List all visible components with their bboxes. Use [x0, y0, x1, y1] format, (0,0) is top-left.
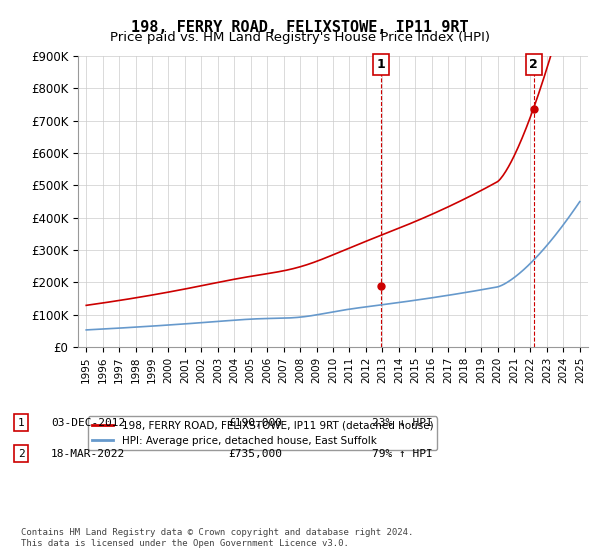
- Text: 1: 1: [377, 58, 385, 71]
- Text: 18-MAR-2022: 18-MAR-2022: [51, 449, 125, 459]
- Legend: 198, FERRY ROAD, FELIXSTOWE, IP11 9RT (detached house), HPI: Average price, deta: 198, FERRY ROAD, FELIXSTOWE, IP11 9RT (d…: [88, 417, 437, 450]
- Text: 1: 1: [17, 418, 25, 428]
- Text: £735,000: £735,000: [228, 449, 282, 459]
- Text: 2: 2: [529, 58, 538, 71]
- Text: Contains HM Land Registry data © Crown copyright and database right 2024.
This d: Contains HM Land Registry data © Crown c…: [21, 528, 413, 548]
- Text: Price paid vs. HM Land Registry's House Price Index (HPI): Price paid vs. HM Land Registry's House …: [110, 31, 490, 44]
- Text: £190,000: £190,000: [228, 418, 282, 428]
- Text: 23% ↓ HPI: 23% ↓ HPI: [372, 418, 433, 428]
- Text: 79% ↑ HPI: 79% ↑ HPI: [372, 449, 433, 459]
- Text: 2: 2: [17, 449, 25, 459]
- Text: 198, FERRY ROAD, FELIXSTOWE, IP11 9RT: 198, FERRY ROAD, FELIXSTOWE, IP11 9RT: [131, 20, 469, 35]
- Text: 03-DEC-2012: 03-DEC-2012: [51, 418, 125, 428]
